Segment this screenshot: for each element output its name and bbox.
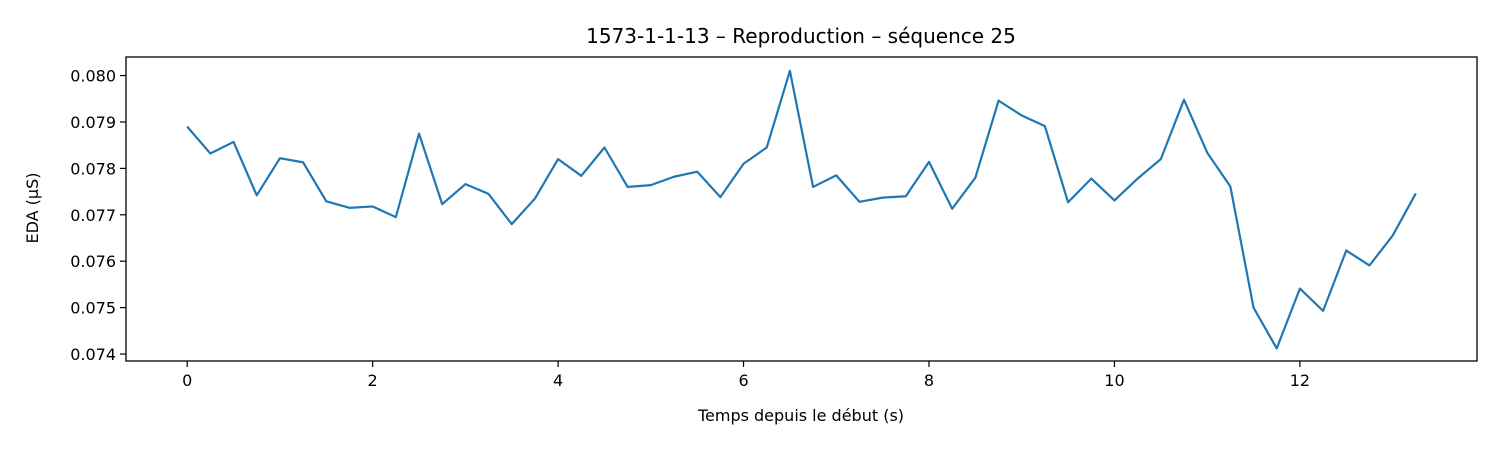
- x-tick-label: 10: [1104, 371, 1124, 390]
- plot-frame: [125, 56, 1478, 362]
- y-tick-label: 0.078: [70, 159, 116, 178]
- x-tick-label: 8: [924, 371, 934, 390]
- series-line: [186, 69, 1417, 350]
- x-tick-label: 6: [738, 371, 748, 390]
- x-tick-label: 12: [1290, 371, 1310, 390]
- chart-title: 1573-1-1-13 – Reproduction – séquence 25: [586, 24, 1016, 48]
- y-tick-label: 0.074: [70, 345, 116, 364]
- x-tick-label: 4: [553, 371, 563, 390]
- y-tick-label: 0.075: [70, 299, 116, 318]
- y-axis-label: EDA (µS): [23, 173, 42, 244]
- y-tick-label: 0.076: [70, 252, 116, 271]
- plot-area: [125, 56, 1478, 362]
- x-tick-label: 0: [182, 371, 192, 390]
- y-tick-label: 0.079: [70, 113, 116, 132]
- y-tick-label: 0.077: [70, 206, 116, 225]
- x-axis-label: Temps depuis le début (s): [697, 406, 904, 425]
- y-tick-label: 0.080: [70, 67, 116, 86]
- x-axis: 0 2 4 6 8 10 12: [182, 361, 1310, 390]
- y-axis: 0.074 0.075 0.076 0.077 0.078 0.079 0.080: [70, 67, 126, 364]
- x-tick-label: 2: [368, 371, 378, 390]
